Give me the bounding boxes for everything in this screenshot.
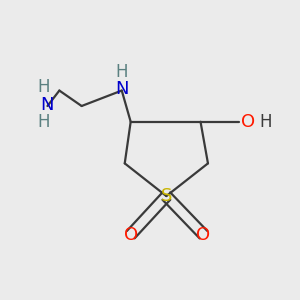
Text: O: O	[124, 226, 138, 244]
Text: H: H	[38, 113, 50, 131]
Text: H: H	[116, 63, 128, 81]
Text: N: N	[41, 95, 54, 113]
Text: H: H	[259, 113, 272, 131]
Text: H: H	[38, 78, 50, 96]
Text: N: N	[115, 80, 128, 98]
Text: O: O	[196, 226, 211, 244]
Text: O: O	[241, 113, 255, 131]
Text: S: S	[161, 187, 172, 205]
